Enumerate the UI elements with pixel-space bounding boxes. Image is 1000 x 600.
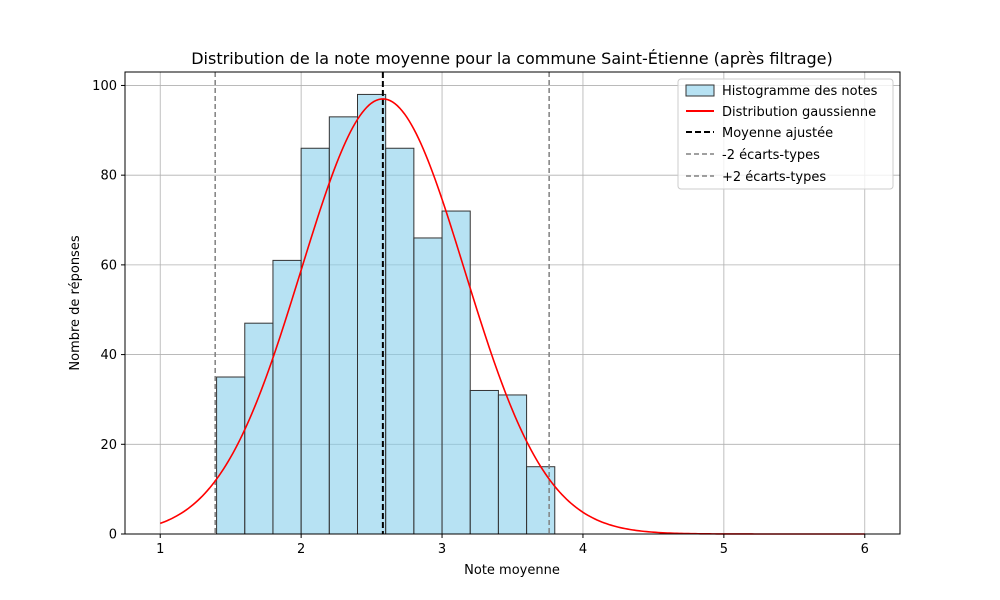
x-axis-ticks: 1 2 3 4 5 6	[156, 534, 869, 557]
y-tick-label: 100	[92, 79, 117, 94]
histogram-bar	[272, 259, 302, 535]
y-axis-ticks: 0 20 40 60 80 100	[92, 79, 125, 543]
histogram-bar	[300, 147, 330, 535]
legend: Histogramme des notes Distribution gauss…	[677, 78, 894, 190]
histogram-bar	[328, 116, 358, 535]
legend-histogram-swatch	[685, 84, 715, 97]
y-tick-label: 20	[100, 438, 117, 453]
x-axis-label: Note moyenne	[464, 563, 560, 578]
x-tick-label: 5	[720, 542, 728, 557]
histogram-bar	[385, 147, 415, 535]
legend-plus2sd-label: +2 écarts-types	[722, 170, 826, 185]
x-tick-label: 3	[438, 542, 446, 557]
x-tick-label: 1	[156, 542, 164, 557]
legend-box	[677, 78, 894, 190]
x-tick-label: 2	[297, 542, 305, 557]
x-tick-label: 6	[861, 542, 869, 557]
histogram-bar	[526, 466, 556, 535]
y-tick-label: 80	[100, 169, 117, 184]
histogram-bar	[357, 93, 387, 535]
y-tick-label: 60	[100, 258, 117, 273]
legend-minus2sd-label: -2 écarts-types	[722, 148, 820, 163]
y-tick-label: 0	[109, 528, 117, 543]
histogram-bars	[216, 93, 556, 535]
histogram-bar	[497, 394, 528, 535]
y-axis-label: Nombre de réponses	[68, 235, 83, 370]
histogram-bar	[413, 237, 443, 535]
histogram-bar	[244, 322, 274, 535]
legend-gaussian-label: Distribution gaussienne	[722, 105, 876, 120]
histogram-bar	[469, 389, 499, 535]
x-tick-label: 4	[579, 542, 587, 557]
histogram-bar	[216, 376, 246, 535]
plot-frame	[124, 71, 901, 535]
chart-title: Distribution de la note moyenne pour la …	[191, 49, 833, 68]
legend-mean-label: Moyenne ajustée	[722, 126, 833, 141]
y-tick-label: 40	[100, 348, 117, 363]
reference-lines	[214, 72, 550, 534]
legend-histogram-label: Histogramme des notes	[722, 84, 878, 99]
histogram-bar	[441, 210, 471, 535]
